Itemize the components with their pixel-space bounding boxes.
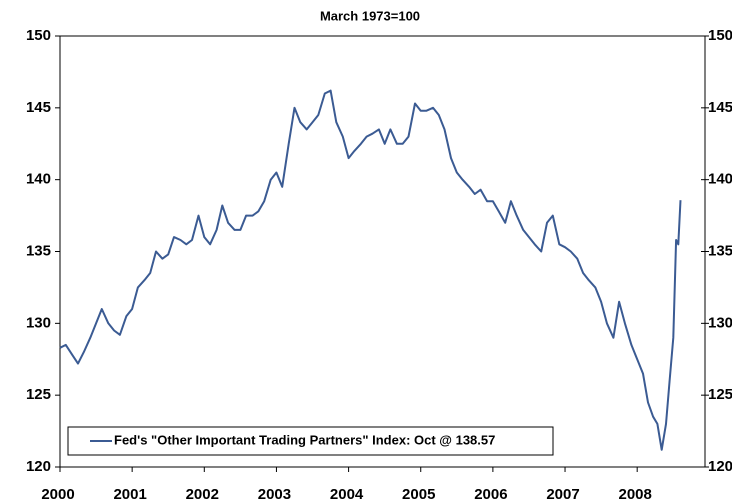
legend-label: Fed's "Other Important Trading Partners"… bbox=[114, 432, 495, 447]
x-tick-label: 2002 bbox=[186, 486, 219, 503]
x-tick-label: 2006 bbox=[474, 486, 507, 503]
y-tick-label: 125 bbox=[26, 386, 51, 403]
x-tick-label: 2000 bbox=[41, 486, 74, 503]
y2-tick-label: 125 bbox=[708, 386, 732, 403]
legend-box bbox=[67, 426, 554, 456]
x-tick-label: 2007 bbox=[546, 486, 579, 503]
y-tick-label: 150 bbox=[26, 27, 51, 44]
x-tick-label: 2008 bbox=[618, 486, 651, 503]
x-tick-label: 2001 bbox=[113, 486, 146, 503]
x-tick-label: 2004 bbox=[330, 486, 364, 503]
y2-tick-label: 120 bbox=[708, 458, 732, 475]
data-line bbox=[59, 89, 682, 451]
chart-subtitle: March 1973=100 bbox=[320, 8, 420, 23]
y2-tick-label: 150 bbox=[708, 27, 732, 44]
y-tick-label: 135 bbox=[26, 242, 51, 259]
y2-tick-label: 130 bbox=[708, 314, 732, 331]
y2-tick-label: 145 bbox=[708, 99, 732, 116]
y-tick-label: 120 bbox=[26, 458, 51, 475]
y2-tick-label: 135 bbox=[708, 242, 732, 259]
y2-tick-label: 140 bbox=[708, 171, 732, 188]
x-tick-label: 2005 bbox=[402, 486, 435, 503]
y-tick-label: 145 bbox=[26, 99, 51, 116]
x-tick-label: 2003 bbox=[258, 486, 291, 503]
y-tick-label: 130 bbox=[26, 314, 51, 331]
y-tick-label: 140 bbox=[26, 171, 51, 188]
